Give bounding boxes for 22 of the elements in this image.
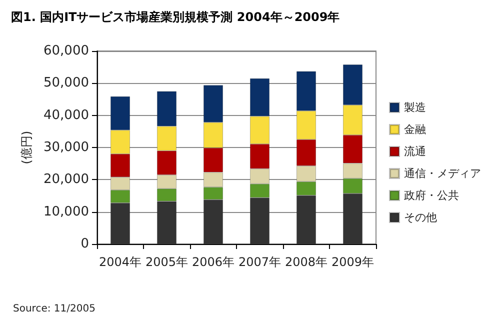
y-tick-label: 20,000 <box>44 172 89 188</box>
legend-label: 製造 <box>404 101 426 114</box>
y-axis-title: (億円) <box>20 130 34 164</box>
y-tick-label: 0 <box>80 236 89 252</box>
legend-label: その他 <box>404 211 437 224</box>
x-tick-label: 2008年 <box>284 255 328 269</box>
x-tick-label: 2009年 <box>331 255 374 269</box>
y-tick-label: 40,000 <box>44 108 89 123</box>
y-tick-label: 10,000 <box>44 204 89 220</box>
legend-label: 流通 <box>404 145 426 158</box>
legend-label: 金融 <box>404 123 426 136</box>
x-tick-label: 2007年 <box>238 255 282 269</box>
y-tick-label: 50,000 <box>44 76 89 91</box>
chart-title: 図1. 国内ITサービス市場産業別規模予測 2004年～2009年 <box>11 10 340 24</box>
x-tick-label: 2006年 <box>192 255 235 269</box>
source-note: Source: 11/2005 <box>13 304 96 314</box>
x-tick-label: 2004年 <box>98 255 142 269</box>
legend-label: 政府・公共 <box>404 189 459 202</box>
y-tick-label: 30,000 <box>44 140 89 155</box>
y-tick-label: 60,000 <box>44 44 89 58</box>
legend-label: 通信・メディア <box>404 167 481 180</box>
x-tick-label: 2005年 <box>145 255 188 269</box>
